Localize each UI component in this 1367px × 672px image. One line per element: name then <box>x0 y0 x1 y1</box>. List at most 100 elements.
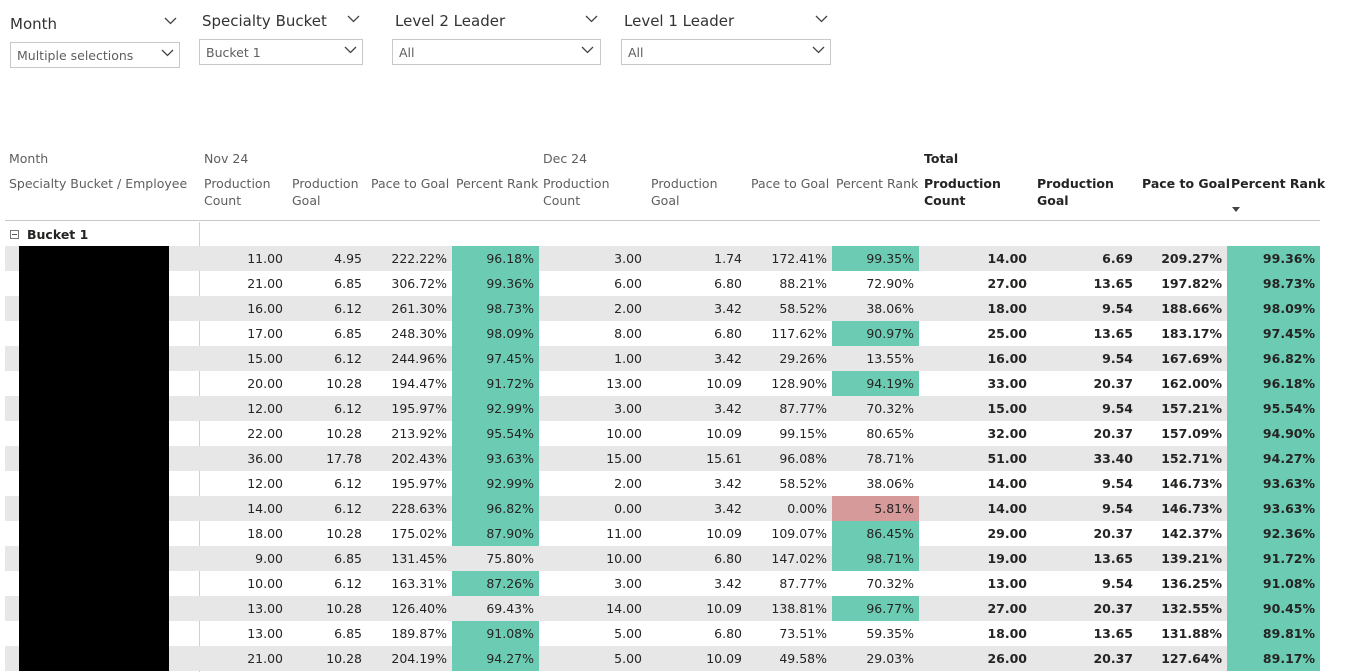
chevron-down-icon[interactable] <box>585 15 598 23</box>
tot-pace-cell: 152.71% <box>1161 451 1222 466</box>
table-row: 21.00 10.28 204.19% 94.27% 5.00 10.09 49.58% 29… <box>0 646 1320 671</box>
nov-count-cell: 21.00 <box>247 276 283 291</box>
tot-count-cell: 27.00 <box>987 276 1027 291</box>
row-background <box>5 596 1320 621</box>
tot-pace-cell: 146.73% <box>1161 476 1222 491</box>
column-header-nov-goal[interactable]: Production Goal <box>292 176 359 208</box>
dec-count-cell: 8.00 <box>614 326 642 341</box>
column-header-dec-goal[interactable]: Production Goal <box>651 176 718 208</box>
dec-count-cell: 10.00 <box>606 426 642 441</box>
dec-rank-cell: 70.32% <box>866 401 914 416</box>
column-header-total-goal[interactable]: Production Goal <box>1037 176 1114 208</box>
tot-goal-cell: 20.37 <box>1093 601 1133 616</box>
column-group-nov: Nov 24 <box>204 151 249 166</box>
month-dropdown[interactable]: Multiple selections <box>10 42 180 68</box>
nov-goal-cell: 10.28 <box>326 601 362 616</box>
chevron-down-icon[interactable] <box>815 15 828 23</box>
column-header-nov-rank[interactable]: Percent Rank <box>456 176 539 191</box>
chevron-down-icon <box>812 46 825 54</box>
dec-count-cell: 2.00 <box>614 476 642 491</box>
tot-pace-cell: 209.27% <box>1161 251 1222 266</box>
dec-count-cell: 2.00 <box>614 301 642 316</box>
nov-goal-cell: 6.85 <box>334 326 362 341</box>
dec-goal-cell: 6.80 <box>714 326 742 341</box>
employee-name-redacted <box>19 446 169 471</box>
tot-pace-cell: 132.55% <box>1161 601 1222 616</box>
column-header-total-rank[interactable]: Percent Rank <box>1231 176 1326 191</box>
column-header-nov-pace[interactable]: Pace to Goal <box>371 176 450 191</box>
nov-goal-cell: 6.85 <box>334 626 362 641</box>
nov-pace-cell: 202.43% <box>391 451 447 466</box>
tot-pace-cell: 162.00% <box>1161 376 1222 391</box>
column-header-dec-rank[interactable]: Percent Rank <box>836 176 919 191</box>
tot-count-cell: 33.00 <box>987 376 1027 391</box>
table-row: 22.00 10.28 213.92% 95.54% 10.00 10.09 99.15% 8… <box>0 421 1320 446</box>
level1-leader-slicer: Level 1 Leader All <box>621 9 831 67</box>
tot-rank-cell: 91.08% <box>1227 571 1320 596</box>
table-row: 9.00 6.85 131.45% 75.80% 10.00 6.80 147.02% 98.… <box>0 546 1320 571</box>
dec-goal-cell: 6.80 <box>714 626 742 641</box>
employee-name-redacted <box>19 396 169 421</box>
dec-goal-cell: 15.61 <box>706 451 742 466</box>
employee-name-redacted <box>19 296 169 321</box>
dec-pace-cell: 172.41% <box>771 251 827 266</box>
nov-pace-cell: 222.22% <box>391 251 447 266</box>
tot-goal-cell: 33.40 <box>1093 451 1133 466</box>
level1-leader-dropdown[interactable]: All <box>621 39 831 65</box>
dec-rank-cell: 96.77% <box>832 596 919 621</box>
tot-rank-cell: 94.27% <box>1227 446 1320 471</box>
nov-rank-cell: 98.09% <box>452 321 539 346</box>
nov-goal-cell: 10.28 <box>326 651 362 666</box>
dec-rank-cell: 86.45% <box>832 521 919 546</box>
nov-count-cell: 13.00 <box>247 601 283 616</box>
column-header-total-count[interactable]: Production Count <box>924 176 1001 208</box>
dec-count-cell: 3.00 <box>614 251 642 266</box>
dec-count-cell: 1.00 <box>614 351 642 366</box>
tot-goal-cell: 9.54 <box>1102 301 1133 316</box>
dec-rank-cell: 78.71% <box>866 451 914 466</box>
nov-count-cell: 9.00 <box>255 551 283 566</box>
tot-count-cell: 18.00 <box>987 301 1027 316</box>
dec-rank-cell: 90.97% <box>832 321 919 346</box>
collapse-icon[interactable] <box>10 229 19 239</box>
nov-pace-cell: 194.47% <box>391 376 447 391</box>
nov-pace-cell: 189.87% <box>391 626 447 641</box>
dec-goal-cell: 3.42 <box>714 401 742 416</box>
column-header-nov-count[interactable]: Production Count <box>204 176 271 208</box>
dec-count-cell: 15.00 <box>606 451 642 466</box>
tot-pace-cell: 157.09% <box>1161 426 1222 441</box>
nov-rank-cell: 96.82% <box>452 496 539 521</box>
nov-count-cell: 22.00 <box>247 426 283 441</box>
level1-leader-dropdown-value: All <box>628 44 644 60</box>
nov-pace-cell: 228.63% <box>391 501 447 516</box>
nov-rank-cell: 92.99% <box>452 396 539 421</box>
sort-descending-icon[interactable] <box>1232 207 1240 212</box>
table-row: 10.00 6.12 163.31% 87.26% 3.00 3.42 87.77% 70.3… <box>0 571 1320 596</box>
chevron-down-icon[interactable] <box>347 15 360 23</box>
tot-goal-cell: 20.37 <box>1093 526 1133 541</box>
tot-goal-cell: 20.37 <box>1093 376 1133 391</box>
dec-pace-cell: 88.21% <box>779 276 827 291</box>
table-row: 20.00 10.28 194.47% 91.72% 13.00 10.09 128.90%… <box>0 371 1320 396</box>
column-header-dec-pace[interactable]: Pace to Goal <box>751 176 830 191</box>
column-header-total-pace[interactable]: Pace to Goal <box>1142 176 1230 191</box>
dec-goal-cell: 10.09 <box>706 601 742 616</box>
tot-pace-cell: 131.88% <box>1161 626 1222 641</box>
tot-goal-cell: 20.37 <box>1093 651 1133 666</box>
dec-pace-cell: 117.62% <box>771 326 827 341</box>
bucket-row[interactable]: Bucket 1 <box>5 222 88 246</box>
tot-count-cell: 13.00 <box>987 576 1027 591</box>
nov-rank-cell: 94.27% <box>452 646 539 671</box>
tot-goal-cell: 13.65 <box>1093 276 1133 291</box>
employee-name-redacted <box>19 571 169 596</box>
specialty-bucket-dropdown[interactable]: Bucket 1 <box>199 39 363 65</box>
nov-goal-cell: 6.12 <box>334 401 362 416</box>
column-header-dec-count[interactable]: Production Count <box>543 176 610 208</box>
tot-count-cell: 29.00 <box>987 526 1027 541</box>
nov-count-cell: 13.00 <box>247 626 283 641</box>
row-background <box>5 246 1320 271</box>
tot-goal-cell: 9.54 <box>1102 476 1133 491</box>
nov-count-cell: 20.00 <box>247 376 283 391</box>
chevron-down-icon[interactable] <box>164 17 177 25</box>
level2-leader-dropdown[interactable]: All <box>392 39 601 65</box>
